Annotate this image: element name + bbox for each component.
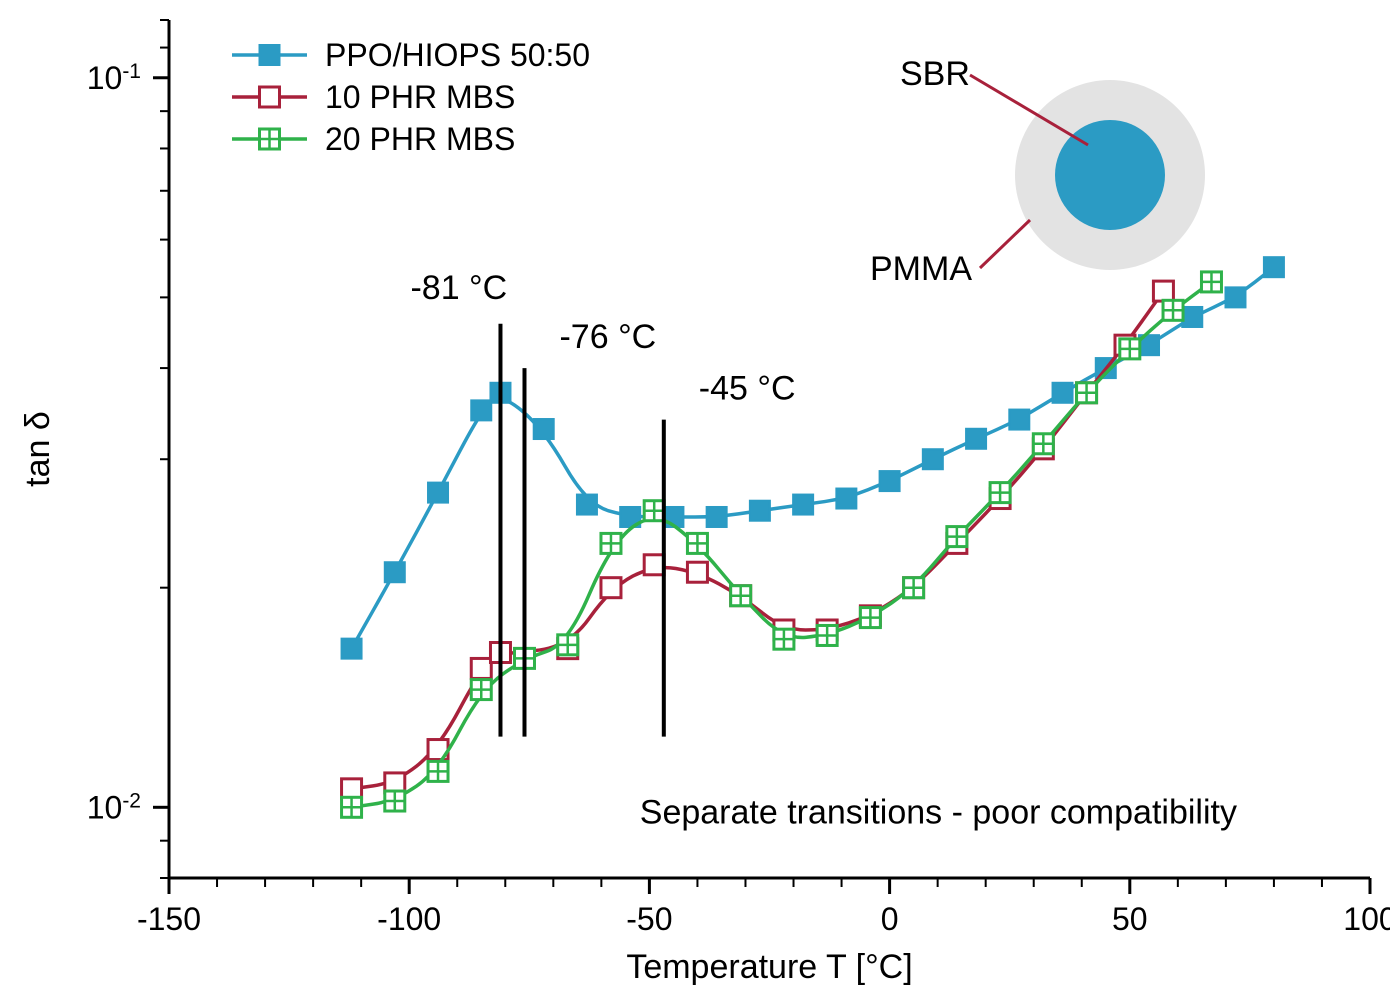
x-tick-label: 0 [881, 901, 899, 937]
legend-label: 10 PHR MBS [325, 79, 515, 115]
chart-container: -150-100-5005010010-210-1Temperature T [… [0, 0, 1390, 997]
x-tick-label: -50 [626, 901, 672, 937]
y-axis-label: tan δ [19, 411, 57, 487]
peak-label: -76 °C [559, 318, 656, 356]
x-tick-label: 100 [1343, 901, 1390, 937]
x-tick-label: -100 [377, 901, 441, 937]
peak-label: -45 °C [699, 370, 796, 408]
legend-label: 20 PHR MBS [325, 121, 515, 157]
legend-label: PPO/HIOPS 50:50 [325, 37, 590, 73]
inset-label-pmma: PMMA [870, 250, 972, 288]
x-tick-label: -150 [137, 901, 201, 937]
chart-svg: -150-100-5005010010-210-1Temperature T [… [0, 0, 1390, 997]
caption: Separate transitions - poor compatibilit… [640, 794, 1237, 832]
peak-label: -81 °C [410, 269, 507, 307]
inset-label-sbr: SBR [900, 55, 970, 93]
x-tick-label: 50 [1112, 901, 1148, 937]
x-axis-label: Temperature T [°C] [626, 948, 912, 986]
